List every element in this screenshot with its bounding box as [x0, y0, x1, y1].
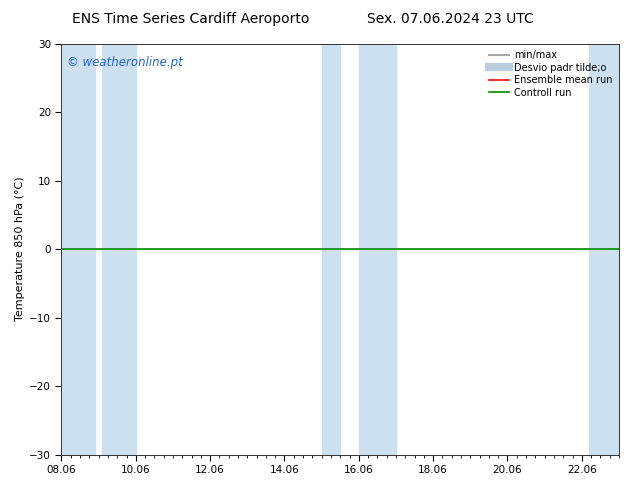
Text: ENS Time Series Cardiff Aeroporto: ENS Time Series Cardiff Aeroporto [72, 12, 309, 26]
Bar [589, 44, 619, 455]
Bar [61, 44, 95, 455]
Bar [321, 44, 340, 455]
Text: Sex. 07.06.2024 23 UTC: Sex. 07.06.2024 23 UTC [366, 12, 534, 26]
Bar [102, 44, 136, 455]
Bar [359, 44, 396, 455]
Text: © weatheronline.pt: © weatheronline.pt [67, 56, 183, 69]
Y-axis label: Temperature 850 hPa (°C): Temperature 850 hPa (°C) [15, 177, 25, 321]
Legend: min/max, Desvio padr tilde;o, Ensemble mean run, Controll run: min/max, Desvio padr tilde;o, Ensemble m… [488, 49, 614, 99]
